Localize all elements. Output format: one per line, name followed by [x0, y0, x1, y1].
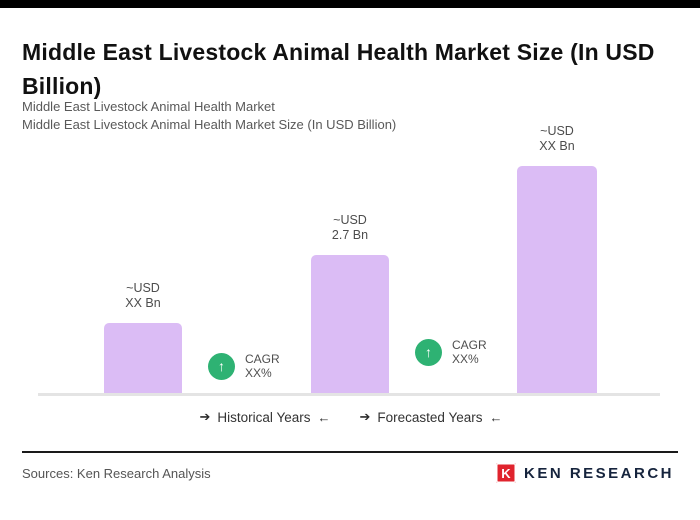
bar-value-line2: 2.7 Bn [331, 228, 369, 242]
x-group-label: Forecasted Years [377, 409, 483, 425]
cagr-text: CAGR XX% [245, 352, 280, 380]
cagr-text: CAGR XX% [452, 338, 487, 366]
logo-text: KEN RESEARCH [523, 464, 674, 482]
cagr-label: CAGR [245, 352, 280, 366]
bar [104, 323, 182, 394]
cagr-label: CAGR [452, 338, 487, 352]
footer-divider [22, 451, 678, 453]
growth-up-icon: ↑ [208, 352, 235, 380]
logo-icon: K [495, 463, 516, 483]
bar-value-line1: ~USD [333, 213, 367, 227]
bar-chart: ~USD XX Bn ~USD 2.7 Bn ~USD XX Bn ↑ CAGR… [0, 120, 700, 396]
ken-research-logo: K KEN RESEARCH [495, 463, 674, 483]
bar-value-line1: ~USD [540, 124, 574, 138]
bar-value-line1: ~USD [126, 281, 160, 295]
up-arrow-icon: ↑ [425, 344, 432, 360]
top-accent-bar [0, 0, 700, 8]
x-axis-line [38, 393, 660, 396]
bar-value-line2: XX Bn [125, 296, 161, 310]
bar [311, 255, 389, 394]
bar-group-forecast: ~USD XX Bn [517, 124, 597, 394]
bar-group-current: ~USD 2.7 Bn [311, 213, 389, 394]
chart-subtitle-line2: Middle East Livestock Animal Health Mark… [22, 117, 397, 132]
x-group-historical: ➔ Historical Years ← [182, 409, 348, 425]
cagr-value: XX% [452, 352, 479, 366]
chart-subtitle-line1: Middle East Livestock Animal Health Mark… [22, 99, 275, 114]
x-group-forecast: ➔ Forecasted Years ← [348, 409, 514, 425]
growth-up-icon: ↑ [415, 338, 442, 366]
cagr-value: XX% [245, 366, 272, 380]
arrow-right-icon: ➔ [199, 409, 211, 424]
page-title: Middle East Livestock Animal Health Mark… [22, 39, 655, 100]
bar-value-line2: XX Bn [539, 139, 575, 153]
x-group-label: Historical Years [217, 409, 311, 425]
arrow-left-icon: ← [489, 409, 503, 425]
up-arrow-icon: ↑ [218, 358, 225, 374]
x-axis-group-labels: ➔ Historical Years ← ➔ Forecasted Years … [0, 409, 700, 429]
bar-value-label: ~USD 2.7 Bn [332, 213, 368, 243]
cagr-annotation-2: ↑ CAGR XX% [415, 338, 487, 366]
arrow-left-icon: ← [317, 409, 331, 425]
bar-value-label: ~USD XX Bn [539, 124, 574, 154]
bar-group-historical: ~USD XX Bn [104, 281, 182, 394]
cagr-annotation-1: ↑ CAGR XX% [208, 352, 280, 380]
arrow-right-icon: ➔ [359, 409, 371, 424]
bar-value-label: ~USD XX Bn [125, 281, 160, 311]
bar [517, 166, 597, 394]
sources-text: Sources: Ken Research Analysis [22, 466, 211, 481]
